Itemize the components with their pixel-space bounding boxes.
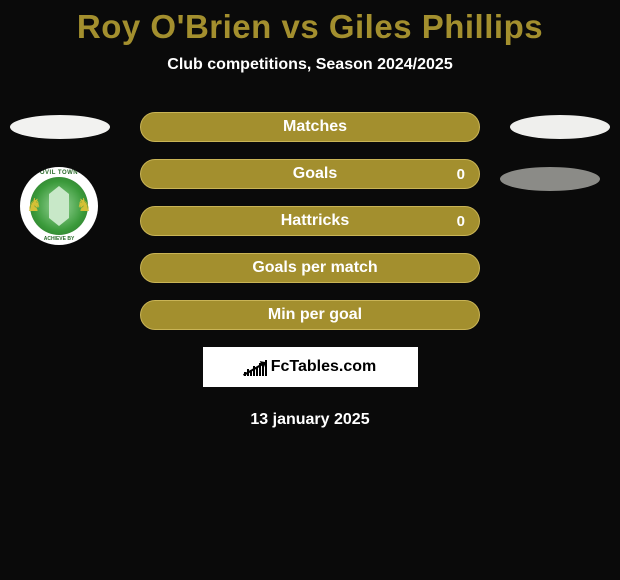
logo-text: FcTables.com bbox=[271, 358, 377, 376]
club-crest-left: OVIL TOWN ♞ ♞ ACHIEVE BY bbox=[20, 167, 98, 245]
stat-label: Matches bbox=[141, 118, 479, 136]
stats-section: OVIL TOWN ♞ ♞ ACHIEVE BY MatchesGoals0Ha… bbox=[0, 112, 620, 330]
stat-row: Hattricks0 bbox=[140, 206, 480, 236]
bar-chart-icon bbox=[244, 358, 267, 376]
lion-icon: ♞ bbox=[76, 195, 92, 216]
stat-label: Min per goal bbox=[141, 306, 479, 324]
stat-row: Goals per match bbox=[140, 253, 480, 283]
player-right-placeholder bbox=[510, 115, 610, 139]
lion-icon: ♞ bbox=[26, 195, 42, 216]
player-left-placeholder bbox=[10, 115, 110, 139]
crest-text-top: OVIL TOWN bbox=[40, 170, 78, 176]
date-label: 13 january 2025 bbox=[0, 411, 620, 429]
stat-row: Matches bbox=[140, 112, 480, 142]
stat-row: Goals0 bbox=[140, 159, 480, 189]
stat-value-right: 0 bbox=[457, 213, 465, 230]
stat-label: Goals per match bbox=[141, 259, 479, 277]
subtitle: Club competitions, Season 2024/2025 bbox=[0, 56, 620, 74]
stat-value-right: 0 bbox=[457, 166, 465, 183]
page-title: Roy O'Brien vs Giles Phillips bbox=[0, 8, 620, 46]
stat-label: Hattricks bbox=[141, 212, 479, 230]
stat-row: Min per goal bbox=[140, 300, 480, 330]
fctables-logo: FcTables.com bbox=[203, 347, 418, 387]
stat-label: Goals bbox=[141, 165, 479, 183]
club-crest-right-placeholder bbox=[500, 167, 600, 191]
crest-text-bottom: ACHIEVE BY bbox=[44, 236, 75, 242]
